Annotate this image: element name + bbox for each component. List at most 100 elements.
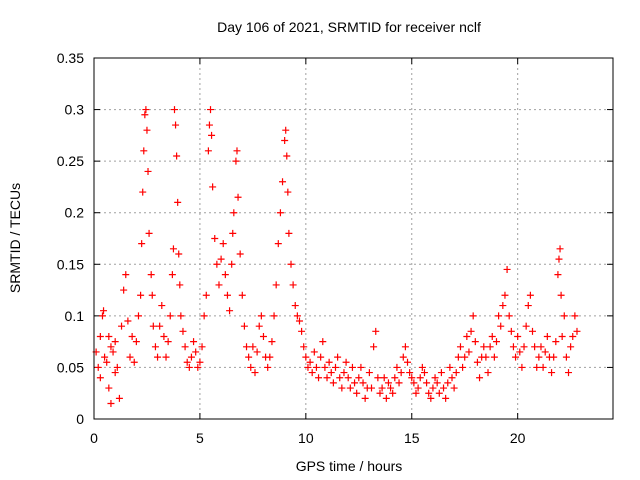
data-point bbox=[187, 353, 195, 361]
data-point bbox=[138, 240, 146, 248]
x-tick-label: 15 bbox=[404, 430, 420, 446]
data-point bbox=[522, 322, 530, 330]
data-point bbox=[315, 374, 323, 382]
data-point bbox=[137, 291, 145, 299]
data-point bbox=[338, 384, 346, 392]
data-point bbox=[389, 389, 397, 397]
data-point bbox=[281, 137, 289, 145]
data-point bbox=[340, 369, 348, 377]
data-point bbox=[103, 358, 111, 366]
x-tick-label: 0 bbox=[90, 430, 98, 446]
data-point bbox=[495, 312, 503, 320]
data-point bbox=[336, 374, 344, 382]
data-point bbox=[140, 147, 148, 155]
data-point bbox=[158, 302, 166, 310]
data-point bbox=[170, 106, 178, 114]
data-point bbox=[310, 348, 318, 356]
data-point bbox=[141, 111, 149, 119]
x-tick-label: 5 bbox=[196, 430, 204, 446]
data-point bbox=[317, 353, 325, 361]
data-point bbox=[198, 343, 206, 351]
data-point bbox=[295, 317, 303, 325]
data-point bbox=[342, 358, 350, 366]
data-point bbox=[179, 327, 187, 335]
data-point bbox=[397, 369, 405, 377]
y-tick-label: 0.2 bbox=[65, 205, 85, 221]
data-point bbox=[488, 332, 496, 340]
data-point bbox=[541, 348, 549, 356]
data-point bbox=[134, 312, 142, 320]
y-tick-label: 0.3 bbox=[65, 102, 85, 118]
data-point bbox=[531, 343, 539, 351]
data-point bbox=[423, 379, 431, 387]
data-point bbox=[174, 198, 182, 206]
data-point bbox=[518, 363, 526, 371]
data-point bbox=[233, 147, 241, 155]
data-point bbox=[124, 317, 132, 325]
data-point bbox=[96, 374, 104, 382]
data-point bbox=[368, 384, 376, 392]
data-point bbox=[205, 121, 213, 129]
data-point bbox=[520, 343, 528, 351]
data-point bbox=[145, 229, 153, 237]
data-point bbox=[285, 229, 293, 237]
data-point bbox=[245, 353, 253, 361]
data-point bbox=[175, 250, 183, 258]
data-point bbox=[147, 271, 155, 279]
data-point bbox=[264, 363, 272, 371]
data-point bbox=[236, 250, 244, 258]
data-point bbox=[168, 271, 176, 279]
data-point bbox=[444, 379, 452, 387]
data-point bbox=[293, 312, 301, 320]
data-point bbox=[370, 343, 378, 351]
data-point bbox=[105, 332, 113, 340]
data-point bbox=[399, 353, 407, 361]
data-point bbox=[526, 291, 534, 299]
data-point bbox=[266, 353, 274, 361]
data-point bbox=[217, 255, 225, 263]
data-point bbox=[166, 312, 174, 320]
data-point bbox=[427, 394, 435, 402]
data-point bbox=[282, 126, 290, 134]
x-axis-label: GPS time / hours bbox=[296, 458, 403, 474]
y-tick-label: 0 bbox=[76, 411, 84, 427]
data-point bbox=[452, 369, 460, 377]
grid-lines bbox=[94, 58, 613, 419]
data-point bbox=[226, 307, 234, 315]
data-point bbox=[107, 400, 115, 408]
data-point bbox=[406, 369, 414, 377]
data-point bbox=[420, 369, 428, 377]
data-point bbox=[387, 384, 395, 392]
data-point bbox=[151, 343, 159, 351]
data-point bbox=[283, 152, 291, 160]
data-point bbox=[361, 394, 369, 402]
data-point bbox=[329, 379, 337, 387]
data-point bbox=[555, 255, 563, 263]
data-point bbox=[471, 338, 479, 346]
y-tick-label: 0.25 bbox=[57, 153, 84, 169]
data-point bbox=[105, 384, 113, 392]
data-point bbox=[238, 291, 246, 299]
data-point bbox=[126, 353, 134, 361]
data-point bbox=[304, 363, 312, 371]
data-point bbox=[115, 394, 123, 402]
data-point bbox=[113, 363, 121, 371]
data-point bbox=[446, 363, 454, 371]
data-point bbox=[173, 152, 181, 160]
data-point bbox=[323, 374, 331, 382]
data-point bbox=[467, 327, 475, 335]
data-point bbox=[230, 209, 238, 217]
data-point bbox=[154, 353, 162, 361]
data-point bbox=[196, 358, 204, 366]
data-point bbox=[312, 363, 320, 371]
data-point bbox=[573, 327, 581, 335]
data-point bbox=[524, 302, 532, 310]
data-point bbox=[185, 363, 193, 371]
data-point bbox=[346, 384, 354, 392]
data-point bbox=[539, 363, 547, 371]
y-tick-label: 0.1 bbox=[65, 308, 85, 324]
data-point bbox=[454, 353, 462, 361]
data-point bbox=[567, 343, 575, 351]
data-point bbox=[272, 281, 280, 289]
data-point bbox=[412, 389, 420, 397]
